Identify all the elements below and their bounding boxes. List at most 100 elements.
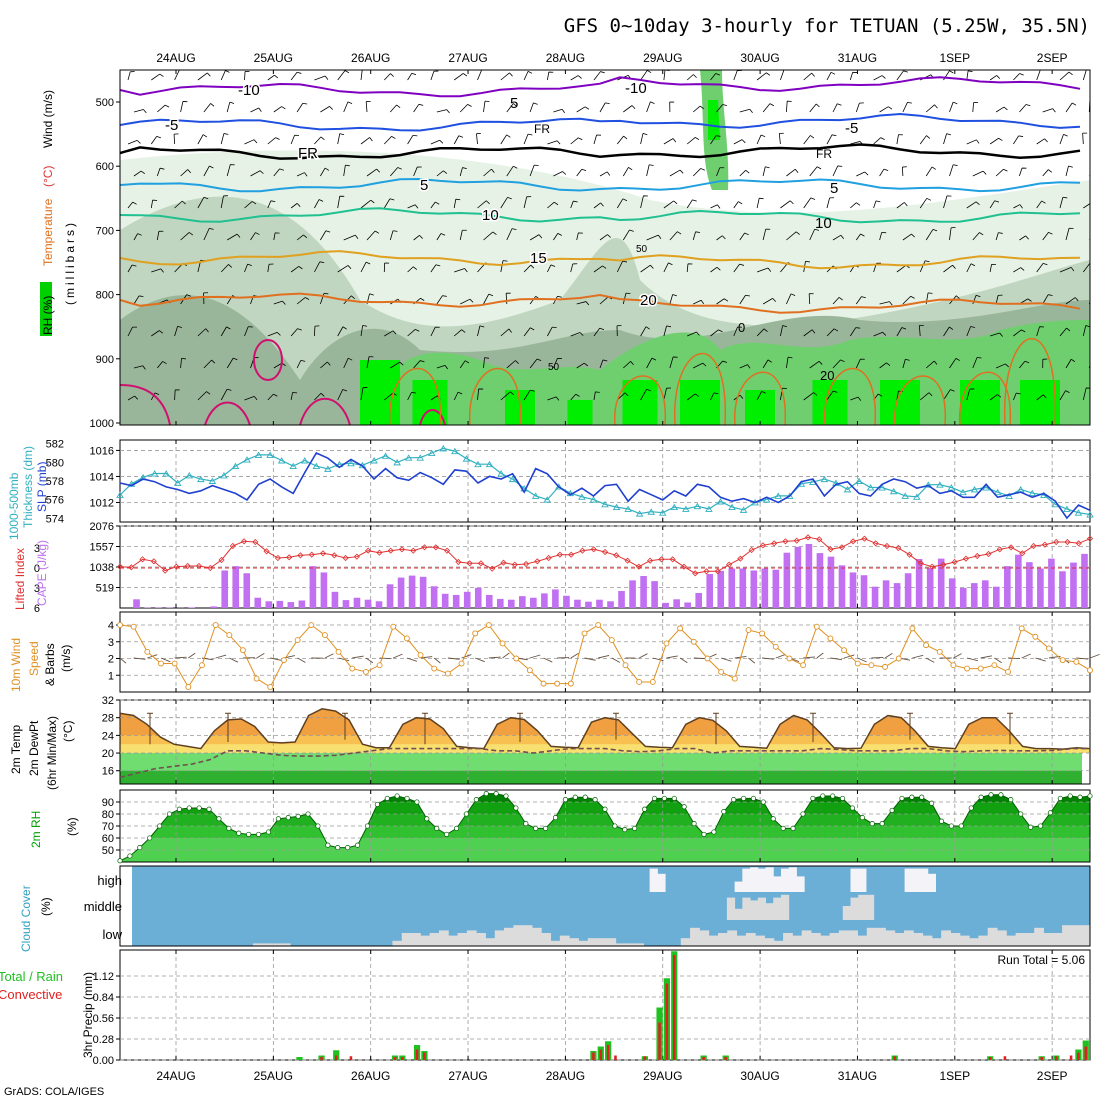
value-tick-label: 4 xyxy=(108,620,114,632)
contour-label: 10 xyxy=(815,215,832,232)
dewpt-band-dark xyxy=(120,770,1082,784)
wind-barb xyxy=(692,168,705,177)
wind-speed-marker xyxy=(964,665,970,672)
wind-barb xyxy=(599,102,610,113)
wind-barb xyxy=(826,134,837,145)
contour-loop xyxy=(674,353,726,425)
rh-marker xyxy=(157,823,163,829)
wind-barb xyxy=(547,140,561,145)
rh-marker xyxy=(691,821,697,827)
wind-barb xyxy=(314,199,324,209)
value-tick-label: 519 xyxy=(96,583,114,595)
cape-bar xyxy=(309,566,317,608)
wind-barb xyxy=(780,325,788,337)
wind-barb xyxy=(197,391,211,401)
wind-barb xyxy=(461,654,472,659)
wind-barb xyxy=(436,364,449,370)
wind-barb xyxy=(156,230,164,241)
wind-speed-marker xyxy=(458,660,465,667)
li-marker xyxy=(1041,541,1048,548)
wind-barb xyxy=(966,657,978,662)
wind-barb xyxy=(640,264,654,273)
wind-label-4: (m/s) xyxy=(59,645,73,672)
wind-barb xyxy=(640,326,650,337)
li-marker xyxy=(1007,544,1015,551)
rh-marker xyxy=(800,811,806,817)
wind-barb xyxy=(407,266,418,273)
rh-marker xyxy=(444,831,450,837)
wind-barb xyxy=(523,327,535,337)
thickness-marker xyxy=(497,470,505,477)
wind-barb xyxy=(710,392,719,401)
wind-barb xyxy=(1059,71,1073,81)
li-marker xyxy=(444,547,451,554)
wind-barb xyxy=(453,198,461,209)
wind-barb xyxy=(314,392,325,401)
rh-marker xyxy=(216,816,222,822)
cloud-cell xyxy=(401,933,412,946)
cape-bar xyxy=(474,587,482,608)
cloud-cell xyxy=(252,943,263,946)
rh-fill-band xyxy=(120,793,1090,802)
value-tick-label: 1014 xyxy=(90,471,114,483)
wind-barb xyxy=(640,70,652,81)
wind-barb xyxy=(547,264,556,273)
wind-barb xyxy=(523,133,533,145)
contour-label: 50 xyxy=(548,362,560,373)
temp-line xyxy=(119,708,1091,750)
wind-barb xyxy=(879,168,889,177)
wind-barb xyxy=(663,138,677,145)
wind-barb xyxy=(584,657,596,661)
wind-barb xyxy=(1019,360,1030,369)
wind-barb xyxy=(762,166,770,177)
wind-barb xyxy=(337,195,345,209)
cloud-cell xyxy=(792,935,803,946)
cape-bar xyxy=(210,606,217,608)
wind-barb xyxy=(433,657,441,664)
thickness-marker xyxy=(889,487,898,495)
value-tick-label: 1038 xyxy=(90,562,114,574)
cloud-cell xyxy=(848,930,858,946)
wind-barb xyxy=(1065,165,1073,177)
value-tick-label: 70 xyxy=(102,821,114,833)
wind-barb xyxy=(197,328,209,337)
rh-marker xyxy=(523,821,529,827)
rh-marker xyxy=(938,818,945,824)
wind-barb xyxy=(290,392,298,401)
rh-marker xyxy=(364,823,370,829)
rh-marker xyxy=(741,795,747,801)
rh-marker xyxy=(661,795,667,801)
cloud-axis-labels: Cloud Cover (%) xyxy=(19,885,53,952)
wind-barb xyxy=(873,200,881,209)
cloud-cell xyxy=(634,943,645,946)
thickness-line xyxy=(119,447,1091,516)
cloud-cell xyxy=(550,940,561,946)
isotherm-label: -5 xyxy=(165,117,178,134)
wind-barb xyxy=(529,234,543,241)
thickness-marker xyxy=(393,458,401,466)
wind-speed-marker xyxy=(567,680,574,687)
wind-barb xyxy=(739,169,750,177)
li-marker xyxy=(635,563,642,570)
wind-barb xyxy=(338,657,350,662)
wind-barb xyxy=(157,104,170,113)
wind-barb xyxy=(995,363,1009,369)
wind-barb xyxy=(780,200,794,209)
wind-barb xyxy=(919,135,931,145)
wind-barb xyxy=(733,326,743,337)
cape-bar xyxy=(364,599,372,608)
li-marker xyxy=(545,554,552,562)
wind-barb xyxy=(436,295,447,305)
precip-label-total: Total / Rain xyxy=(0,969,63,984)
thickness-marker xyxy=(451,447,459,455)
cape-bar xyxy=(772,569,780,608)
wind-barb xyxy=(267,263,274,273)
wind-barb xyxy=(430,264,441,273)
wind-barb xyxy=(500,196,512,209)
isotherm-line xyxy=(120,250,1081,270)
wind-barb xyxy=(739,232,749,241)
precip-total-bar xyxy=(333,1050,340,1060)
wind-barb xyxy=(832,359,845,369)
wind-barb xyxy=(256,653,265,659)
